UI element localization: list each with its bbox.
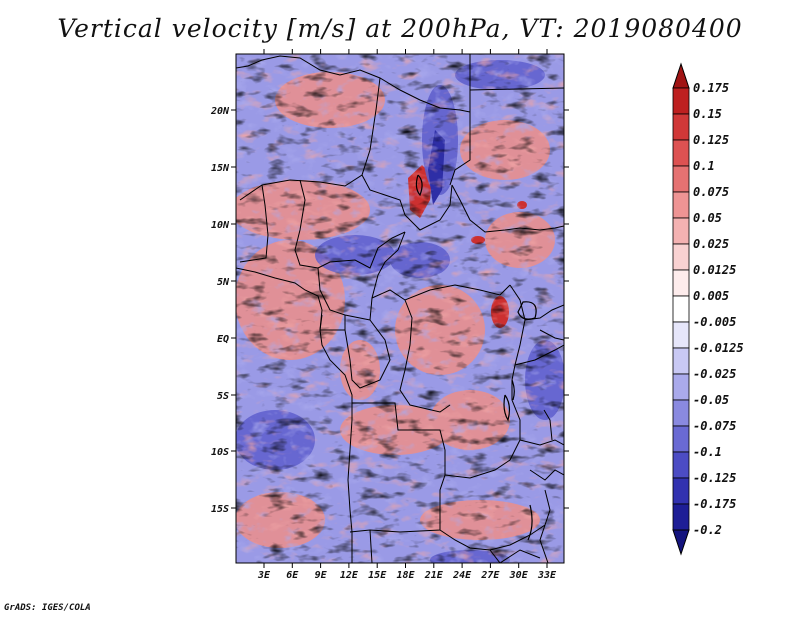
grads-credit: GrADS: IGES/COLA [4, 603, 91, 613]
colorbar-label: -0.005 [693, 315, 736, 329]
chart-title: Vertical velocity [m/s] at 200hPa, VT: 2… [57, 14, 743, 43]
colorbar-segment [672, 503, 690, 531]
lon-label: 12E [340, 570, 359, 581]
colorbar-top-arrow [672, 62, 690, 89]
colorbar [672, 62, 690, 556]
lon-label: 24E [452, 570, 472, 581]
map-frame [235, 53, 565, 564]
colorbar-label: 0.075 [693, 185, 729, 199]
lat-label: 10S [211, 447, 229, 458]
lat-label: 5S [217, 391, 229, 402]
colorbar-label: 0.15 [693, 107, 722, 121]
lon-label: 18E [396, 570, 415, 581]
country-borders [236, 54, 564, 563]
colorbar-label: 0.175 [693, 81, 729, 95]
colorbar-segment [672, 295, 690, 323]
colorbar-segment [672, 243, 690, 271]
colorbar-segment [672, 347, 690, 375]
colorbar-label: 0.025 [693, 237, 729, 251]
lon-label: 6E [286, 570, 299, 581]
colorbar-segment [672, 321, 690, 349]
colorbar-segment [672, 139, 690, 167]
colorbar-segment [672, 87, 690, 115]
lat-label: 5N [217, 277, 230, 288]
colorbar-label: 0.05 [693, 211, 722, 225]
colorbar-segment [672, 113, 690, 141]
lon-label: 21E [424, 570, 444, 581]
colorbar-label: 0.005 [693, 289, 729, 303]
colorbar-segment [672, 269, 690, 297]
colorbar-segment [672, 373, 690, 401]
colorbar-segment [672, 165, 690, 193]
colorbar-label: -0.05 [693, 393, 729, 407]
lat-label: EQ [217, 334, 229, 345]
colorbar-label: -0.2 [693, 523, 722, 537]
colorbar-label: -0.175 [693, 497, 736, 511]
lon-label: 33E [537, 570, 557, 581]
colorbar-label: -0.1 [693, 445, 722, 459]
lon-label: 15E [368, 570, 387, 581]
lakes [415, 174, 537, 541]
colorbar-label: -0.025 [693, 367, 736, 381]
colorbar-label: -0.125 [693, 471, 736, 485]
lat-label: 15N [211, 163, 230, 174]
colorbar-label: 0.1 [693, 159, 715, 173]
lon-label: 30E [509, 570, 529, 581]
axis-labels: 20N 15N 10N 5N EQ 5S 10S 15S 3E 6E 9E 12E 15E 18E 21E 2… [210, 106, 557, 581]
colorbar-label: 0.0125 [693, 263, 736, 277]
colorbar-segment [672, 425, 690, 453]
lat-label: 20N [210, 106, 230, 117]
colorbar-segment [672, 451, 690, 479]
colorbar-segment [672, 217, 690, 245]
colorbar-label: -0.075 [693, 419, 736, 433]
colorbar-label: 0.125 [693, 133, 729, 147]
lat-label: 15S [211, 504, 229, 515]
lon-label: 3E [257, 570, 271, 581]
lon-label: 27E [480, 570, 500, 581]
colorbar-segment [672, 477, 690, 505]
axis-ticks [231, 49, 569, 568]
colorbar-segment [672, 191, 690, 219]
colorbar-label: -0.0125 [693, 341, 744, 355]
lon-label: 9E [315, 570, 328, 581]
colorbar-bottom-arrow [672, 529, 690, 556]
colorbar-labels: 0.175 0.15 0.125 0.1 0.075 0.05 0.025 0.0125 0.0… [693, 81, 744, 537]
lat-label: 10N [211, 220, 230, 231]
coastline [236, 267, 564, 563]
colorbar-segment [672, 399, 690, 427]
velocity-field [236, 54, 564, 563]
